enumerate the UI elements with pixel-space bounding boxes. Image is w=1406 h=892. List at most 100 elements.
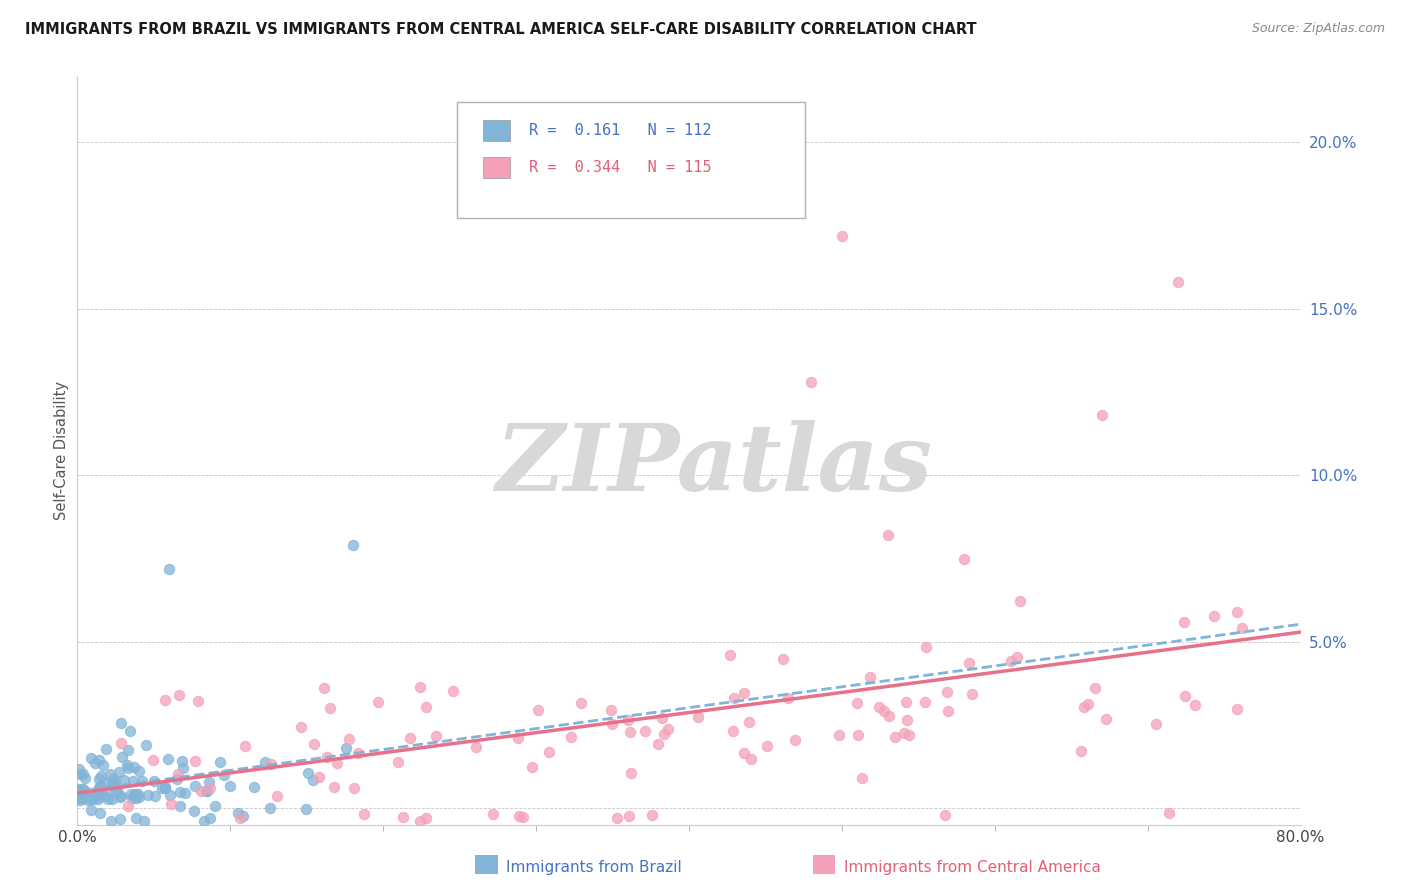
Point [87,789,110,803]
Point [89,785,111,799]
Point [89,779,111,793]
Point [69,784,91,798]
Point [960,687,983,701]
Point [108,813,131,827]
Point [1230,621,1253,635]
Point [93,776,115,790]
Point [398,731,420,745]
Point [721,723,744,738]
Point [117,742,139,756]
Point [169,688,191,702]
Point [772,652,794,666]
Point [481,807,503,822]
Point [208,755,231,769]
Point [198,774,221,789]
Point [325,756,347,770]
Point [569,696,592,710]
Point [132,814,155,828]
Point [87,781,110,796]
Point [893,725,915,739]
Point [647,737,669,751]
Point [1173,615,1195,629]
Point [778,691,800,706]
Point [896,695,918,709]
FancyBboxPatch shape [457,102,806,219]
Point [845,697,868,711]
Point [868,700,890,714]
Point [1083,681,1105,696]
Text: R =  0.161   N = 112: R = 0.161 N = 112 [529,123,711,137]
Point [183,804,205,818]
Point [83,791,105,805]
Point [100,814,122,828]
Point [184,780,207,794]
Point [153,693,176,707]
Point [848,728,870,742]
Point [884,730,907,744]
Point [308,770,330,784]
Point [125,790,148,805]
Point [84,756,107,770]
Point [101,777,124,791]
Point [169,798,191,813]
Point [108,789,131,804]
Text: Immigrants from Brazil: Immigrants from Brazil [506,861,682,875]
Point [94,742,117,756]
Point [77,789,100,804]
Point [651,711,673,725]
Point [167,767,190,781]
Point [87,792,110,806]
Point [69,767,91,781]
Point [115,758,138,772]
Point [169,785,191,799]
Point [70,785,93,799]
Point [733,686,755,700]
Point [67,791,90,805]
Point [93,789,115,804]
Point [1226,701,1249,715]
Point [914,695,936,709]
Point [335,740,357,755]
Point [723,690,745,705]
Point [87,754,110,768]
Point [1202,609,1225,624]
Point [66,782,89,797]
Point [686,709,709,723]
FancyBboxPatch shape [484,157,510,178]
Point [259,801,281,815]
Point [157,562,180,576]
Point [122,774,145,789]
Point [1000,654,1022,668]
Point [159,788,181,802]
Point [337,732,360,747]
Point [936,685,959,699]
Point [526,703,548,717]
Point [346,747,368,761]
Point [319,701,342,715]
FancyBboxPatch shape [813,855,835,874]
Point [127,787,149,801]
Point [101,776,124,790]
Point [953,551,976,566]
Point [96,783,118,797]
Point [914,640,936,654]
Point [620,766,643,780]
Point [150,780,173,795]
Text: Source: ZipAtlas.com: Source: ZipAtlas.com [1251,22,1385,36]
Point [409,681,432,695]
Point [90,769,112,783]
Point [415,700,437,714]
Text: Immigrants from Central America: Immigrants from Central America [844,861,1101,875]
Point [122,760,145,774]
Point [522,760,544,774]
Point [84,787,107,801]
Point [877,708,900,723]
Point [1167,275,1189,289]
Point [200,811,222,825]
Point [827,728,849,742]
Point [342,538,364,552]
Point [100,767,122,781]
Point [800,375,823,389]
Point [72,782,94,797]
Point [294,801,316,815]
